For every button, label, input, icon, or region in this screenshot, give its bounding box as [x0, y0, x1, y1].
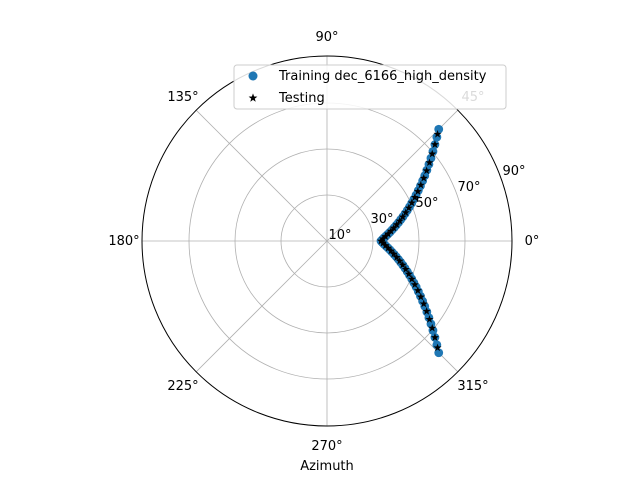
testing-point — [413, 187, 422, 195]
testing-point — [389, 249, 398, 258]
training-point — [434, 348, 444, 358]
testing-point — [419, 173, 428, 182]
testing-point — [392, 220, 401, 229]
testing-point — [407, 274, 416, 283]
testing-point — [398, 212, 407, 221]
testing-point — [389, 223, 398, 232]
angular-tick-label: 90° — [315, 30, 338, 45]
testing-point — [422, 166, 431, 175]
testing-point — [416, 292, 425, 301]
angular-tick-label: 135° — [167, 90, 198, 105]
testing-point — [395, 256, 404, 265]
legend-label-training: Training dec_6166_high_density — [278, 69, 487, 84]
testing-point — [419, 299, 428, 308]
radial-tick-label: 10° — [328, 228, 351, 243]
testing-point — [404, 203, 413, 212]
testing-point — [410, 193, 419, 201]
testing-point — [398, 260, 407, 269]
testing-point — [413, 286, 422, 294]
angular-tick-label: 270° — [311, 439, 342, 454]
polar-frame — [141, 55, 513, 427]
testing-point — [386, 226, 395, 235]
radial-tick-label: 70° — [457, 180, 480, 195]
testing-point — [422, 307, 431, 315]
testing-point — [377, 236, 385, 245]
angular-tick-label: 180° — [108, 234, 139, 249]
testing-point — [430, 140, 439, 148]
testing-point — [392, 253, 401, 261]
testing-point — [425, 158, 434, 167]
testing-point — [384, 243, 393, 252]
legend-box — [233, 64, 507, 110]
angular-tick-label: 225° — [167, 379, 198, 394]
testing-point — [404, 269, 413, 278]
testing-point — [428, 149, 437, 158]
grid-spoke — [195, 109, 328, 242]
testing-point — [433, 343, 442, 352]
testing-point — [395, 216, 404, 225]
testing-point — [428, 323, 437, 332]
testing-point — [410, 280, 419, 289]
legend-label-testing: Testing — [278, 91, 325, 106]
testing-point — [425, 315, 434, 323]
testing-point — [416, 180, 425, 189]
testing-point — [401, 265, 410, 273]
testing-point — [381, 232, 390, 240]
radial-tick-label: 90° — [502, 164, 525, 179]
testing-point — [379, 238, 388, 247]
angular-tick-label: 0° — [525, 234, 540, 249]
training-point — [434, 124, 444, 134]
chart-marks — [376, 124, 444, 358]
testing-point — [433, 130, 442, 138]
testing-point — [430, 333, 439, 341]
angular-tick-label: 315° — [457, 379, 488, 394]
testing-point — [386, 246, 395, 255]
testing-point — [381, 241, 390, 249]
grid-spoke — [195, 240, 328, 373]
legend-marker-testing — [248, 93, 258, 102]
legend: Training dec_6166_high_density Testing — [233, 64, 507, 110]
testing-point — [407, 198, 416, 207]
testing-point — [384, 229, 393, 238]
testing-point — [401, 208, 410, 217]
radial-tick-label: 30° — [370, 212, 393, 227]
testing-point — [379, 234, 388, 243]
x-axis-label: Azimuth — [300, 459, 354, 474]
polar-grid — [141, 55, 513, 427]
radial-tick-label: 50° — [415, 196, 438, 211]
legend-marker-training — [248, 71, 258, 81]
